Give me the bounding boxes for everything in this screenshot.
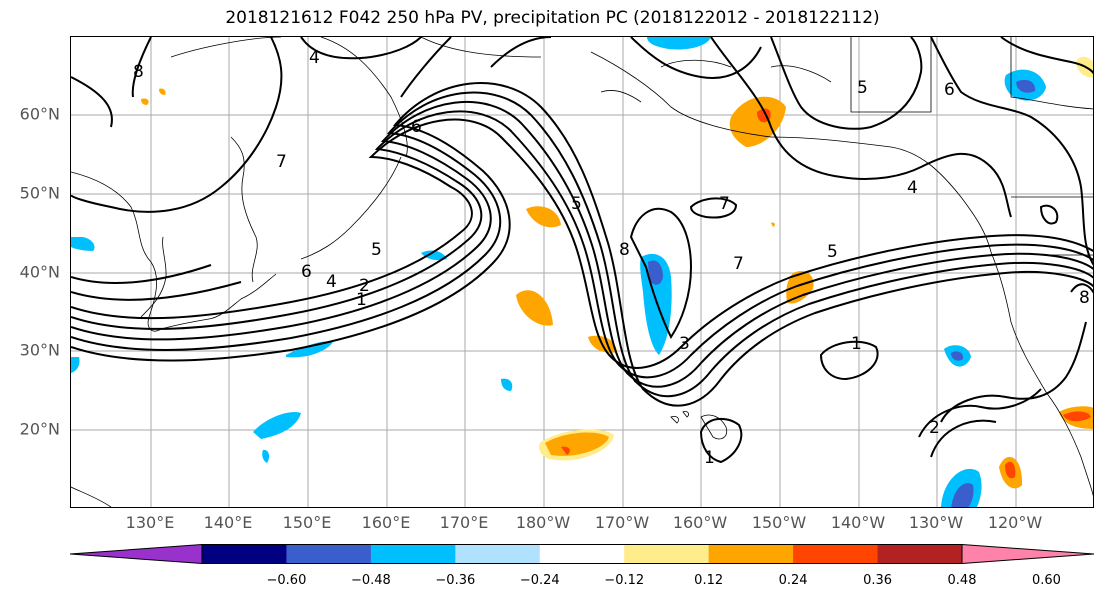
colorbar-tick: −0.60	[266, 573, 307, 588]
contour-label: 5	[857, 78, 868, 98]
pv-contours	[71, 37, 1093, 464]
map-canvas: 8 4 7 6 5 4 2 1 6 5 8 7 7 5 3 1 2 1 5 6 …	[71, 37, 1093, 507]
contour-label: 5	[827, 242, 838, 262]
contour-label: 1	[851, 334, 862, 354]
colorbar-segment	[202, 544, 287, 564]
lon-label: 160°W	[672, 513, 728, 532]
lon-label: 160°E	[361, 513, 411, 532]
contour-label: 8	[133, 62, 144, 82]
precip-shading	[71, 37, 1093, 507]
colorbar-tick: 0.12	[694, 573, 724, 588]
lon-label: 140°W	[830, 513, 886, 532]
lat-label: 20°N	[19, 419, 60, 439]
colorbar-tick: 0.24	[778, 573, 808, 588]
colorbar-svg	[69, 543, 1095, 565]
contour-label: 1	[356, 290, 367, 310]
lat-label: 50°N	[19, 183, 60, 203]
contour-label: 4	[326, 272, 337, 292]
lat-label: 30°N	[19, 340, 60, 360]
lon-label: 130°W	[908, 513, 964, 532]
lon-label: 150°E	[282, 513, 332, 532]
colorbar-segment	[708, 544, 794, 564]
lon-label: 170°W	[594, 513, 650, 532]
colorbar	[69, 543, 1095, 568]
contour-label: 3	[679, 334, 690, 354]
contour-label: 7	[719, 194, 730, 214]
contour-label: 2	[929, 418, 940, 438]
colorbar-tick: −0.48	[350, 573, 391, 588]
lon-label: 150°W	[751, 513, 807, 532]
map-title: 2018121612 F042 250 hPa PV, precipitatio…	[225, 8, 880, 28]
colorbar-segment	[455, 544, 541, 564]
lon-label: 120°W	[987, 513, 1043, 532]
lon-label: 130°E	[125, 513, 175, 532]
colorbar-tick: 0.36	[863, 573, 893, 588]
lon-label: 170°E	[439, 513, 489, 532]
colorbar-segment	[370, 544, 456, 564]
colorbar-extend-low	[70, 544, 202, 564]
contour-label: 2	[359, 276, 370, 296]
contour-label: 6	[301, 262, 312, 282]
colorbar-segment	[793, 544, 879, 564]
colorbar-segment	[624, 544, 710, 564]
lon-label: 140°E	[203, 513, 253, 532]
contour-label: 5	[571, 194, 582, 214]
colorbar-tick: −0.12	[604, 573, 645, 588]
contour-label: 7	[276, 152, 287, 172]
colorbar-tick: 0.60	[1031, 573, 1061, 588]
contour-label: 8	[619, 240, 630, 260]
contour-label: 6	[411, 117, 422, 137]
map-panel[interactable]: 8 4 7 6 5 4 2 1 6 5 8 7 7 5 3 1 2 1 5 6 …	[70, 36, 1094, 508]
colorbar-tick: −0.24	[519, 573, 560, 588]
colorbar-tick: −0.36	[435, 573, 476, 588]
contour-label: 5	[371, 240, 382, 260]
coastlines	[71, 37, 1093, 507]
lon-label: 180°W	[515, 513, 571, 532]
contour-label: 6	[944, 80, 955, 100]
lat-label: 60°N	[19, 104, 60, 124]
colorbar-tick: 0.48	[947, 573, 977, 588]
colorbar-segment	[539, 544, 625, 564]
contour-label: 7	[733, 254, 744, 274]
lat-label: 40°N	[19, 262, 60, 282]
contour-label: 4	[907, 178, 918, 198]
precip-positive-patch	[729, 96, 786, 147]
colorbar-segment	[877, 544, 963, 564]
contour-labels: 8 4 7 6 5 4 2 1 6 5 8 7 7 5 3 1 2 1 5 6 …	[133, 48, 1090, 468]
colorbar-segment	[286, 544, 372, 564]
contour-label: 8	[1079, 288, 1090, 308]
contour-label: 4	[309, 48, 320, 68]
contour-label: 1	[704, 448, 715, 468]
colorbar-extend-high	[962, 544, 1094, 564]
pv-contour-1	[71, 118, 1093, 369]
